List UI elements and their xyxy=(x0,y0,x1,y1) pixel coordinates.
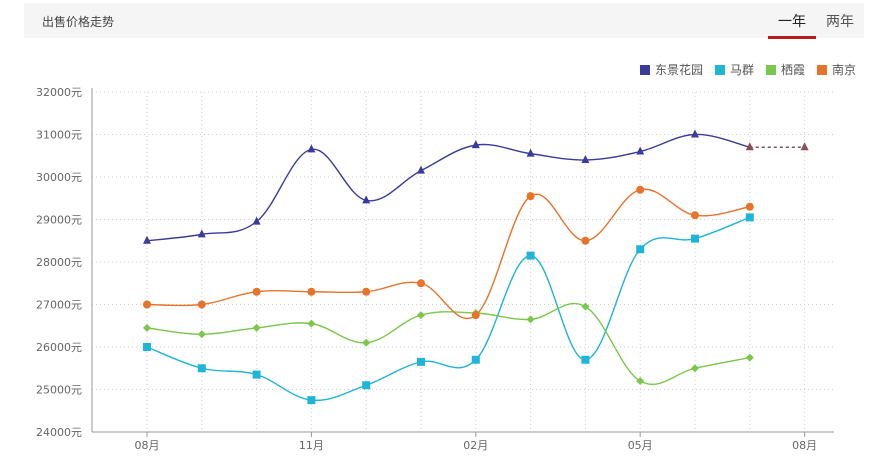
series-line-3 xyxy=(146,188,750,319)
data-point-0-10 xyxy=(691,129,699,138)
data-point-1-1 xyxy=(197,364,206,373)
data-point-0-0 xyxy=(143,235,151,244)
chart-legend: 东景花园 马群 栖霞 南京 xyxy=(639,61,856,78)
data-point-3-2 xyxy=(252,287,261,296)
legend-swatch-maqun xyxy=(714,64,725,75)
data-point-1-3 xyxy=(307,396,316,405)
y-tick-label: 29000元 xyxy=(36,214,82,227)
data-point-1-7 xyxy=(526,251,535,260)
legend-label-qixia: 栖霞 xyxy=(780,63,805,77)
y-tick-label: 27000元 xyxy=(36,299,82,312)
data-point-3-8 xyxy=(581,236,590,245)
tab-one-year[interactable]: 一年 xyxy=(778,14,806,30)
legend-label-nanjing: 南京 xyxy=(831,63,856,77)
data-point-2-3 xyxy=(307,319,316,328)
legend-item-nanjing[interactable]: 南京 xyxy=(816,61,856,78)
y-tick-label: 25000元 xyxy=(36,384,82,397)
data-point-2-2 xyxy=(252,323,261,332)
data-point-0-1 xyxy=(197,229,206,238)
data-point-3-9 xyxy=(636,185,645,194)
data-point-1-4 xyxy=(362,381,371,390)
data-point-2-4 xyxy=(362,338,371,347)
tab-two-years[interactable]: 两年 xyxy=(826,14,854,30)
data-point-3-0 xyxy=(143,300,151,309)
data-point-2-0 xyxy=(143,323,151,332)
legend-swatch-nanjing xyxy=(816,64,827,75)
data-point-3-11 xyxy=(745,202,754,211)
series-line-0 xyxy=(146,133,750,242)
y-tick-label: 31000元 xyxy=(36,129,82,142)
chart-header: 出售价格走势 一年 两年 xyxy=(24,3,864,39)
x-tick-label: 11月 xyxy=(299,439,324,452)
data-point-3-1 xyxy=(197,300,206,309)
data-point-3-4 xyxy=(362,287,371,296)
data-point-0-4 xyxy=(362,195,371,204)
active-tab-indicator xyxy=(768,36,816,39)
legend-item-qixia[interactable]: 栖霞 xyxy=(765,61,805,78)
y-tick-label: 32000元 xyxy=(36,86,82,99)
data-point-0-9 xyxy=(636,146,645,155)
data-point-1-11 xyxy=(745,213,754,222)
y-tick-label: 26000元 xyxy=(36,341,82,354)
series-line-1 xyxy=(146,216,751,402)
data-point-1-8 xyxy=(581,355,590,364)
x-tick-label: 08月 xyxy=(135,439,160,452)
chart-title: 出售价格走势 xyxy=(42,15,115,29)
data-point-1-5 xyxy=(417,357,425,366)
data-point-2-7 xyxy=(526,315,535,324)
data-point-3-10 xyxy=(691,211,699,220)
data-point-0-12 xyxy=(800,142,809,151)
data-point-3-5 xyxy=(417,279,425,288)
data-point-0-11 xyxy=(745,142,754,151)
data-point-1-6 xyxy=(471,355,480,364)
data-point-1-10 xyxy=(691,234,699,243)
y-tick-label: 30000元 xyxy=(36,171,82,184)
data-point-1-9 xyxy=(636,245,645,254)
x-tick-label: 05月 xyxy=(628,439,653,452)
data-point-0-3 xyxy=(307,144,316,153)
legend-label-dongjing: 东景花园 xyxy=(654,63,703,77)
x-tick-label: 08月 xyxy=(792,439,817,452)
x-tick-label: 02月 xyxy=(463,439,488,452)
data-point-0-6 xyxy=(471,140,480,149)
data-point-2-11 xyxy=(745,353,754,362)
data-point-3-3 xyxy=(307,287,316,296)
legend-swatch-dongjing xyxy=(639,64,650,75)
data-point-3-7 xyxy=(526,192,535,201)
data-point-1-0 xyxy=(143,343,151,351)
y-tick-label: 24000元 xyxy=(36,426,82,439)
legend-swatch-qixia xyxy=(765,64,776,75)
data-point-0-5 xyxy=(417,165,425,174)
data-point-2-8 xyxy=(581,302,590,311)
data-point-1-2 xyxy=(252,370,261,379)
data-point-2-5 xyxy=(417,311,425,320)
data-point-2-1 xyxy=(197,330,206,339)
legend-item-dongjing[interactable]: 东景花园 xyxy=(639,61,703,78)
data-point-0-8 xyxy=(581,155,590,163)
data-point-3-6 xyxy=(471,311,480,320)
legend-item-maqun[interactable]: 马群 xyxy=(714,61,754,78)
data-point-2-9 xyxy=(636,377,645,385)
legend-label-maqun: 马群 xyxy=(729,63,754,77)
y-tick-label: 28000元 xyxy=(36,256,82,269)
data-point-0-2 xyxy=(252,216,261,225)
data-point-0-7 xyxy=(526,148,535,157)
data-point-2-10 xyxy=(691,364,699,373)
